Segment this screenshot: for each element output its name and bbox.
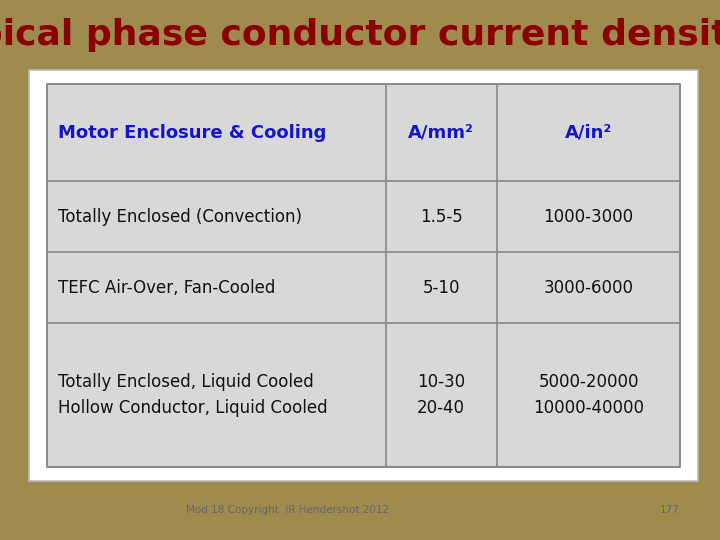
- Text: 5000-20000
10000-40000: 5000-20000 10000-40000: [533, 373, 644, 417]
- Text: Motor Enclosure & Cooling: Motor Enclosure & Cooling: [58, 124, 327, 141]
- Bar: [29, 70, 698, 481]
- Text: 5-10: 5-10: [423, 279, 460, 297]
- Text: A/in²: A/in²: [565, 124, 612, 141]
- Text: 1.5-5: 1.5-5: [420, 208, 462, 226]
- Text: Totally Enclosed (Convection): Totally Enclosed (Convection): [58, 208, 302, 226]
- Text: 1000-3000: 1000-3000: [544, 208, 634, 226]
- Text: Typical phase conductor current densities: Typical phase conductor current densitie…: [0, 18, 720, 52]
- Text: 10-30
20-40: 10-30 20-40: [417, 373, 465, 417]
- Text: Totally Enclosed, Liquid Cooled
Hollow Conductor, Liquid Cooled: Totally Enclosed, Liquid Cooled Hollow C…: [58, 373, 328, 417]
- Text: Mod 18 Copyright  JR Hendershot 2012: Mod 18 Copyright JR Hendershot 2012: [186, 505, 390, 515]
- Text: 3000-6000: 3000-6000: [544, 279, 634, 297]
- Text: A/mm²: A/mm²: [408, 124, 474, 141]
- Text: 177: 177: [660, 505, 680, 515]
- Bar: [47, 84, 680, 467]
- Text: TEFC Air-Over, Fan-Cooled: TEFC Air-Over, Fan-Cooled: [58, 279, 276, 297]
